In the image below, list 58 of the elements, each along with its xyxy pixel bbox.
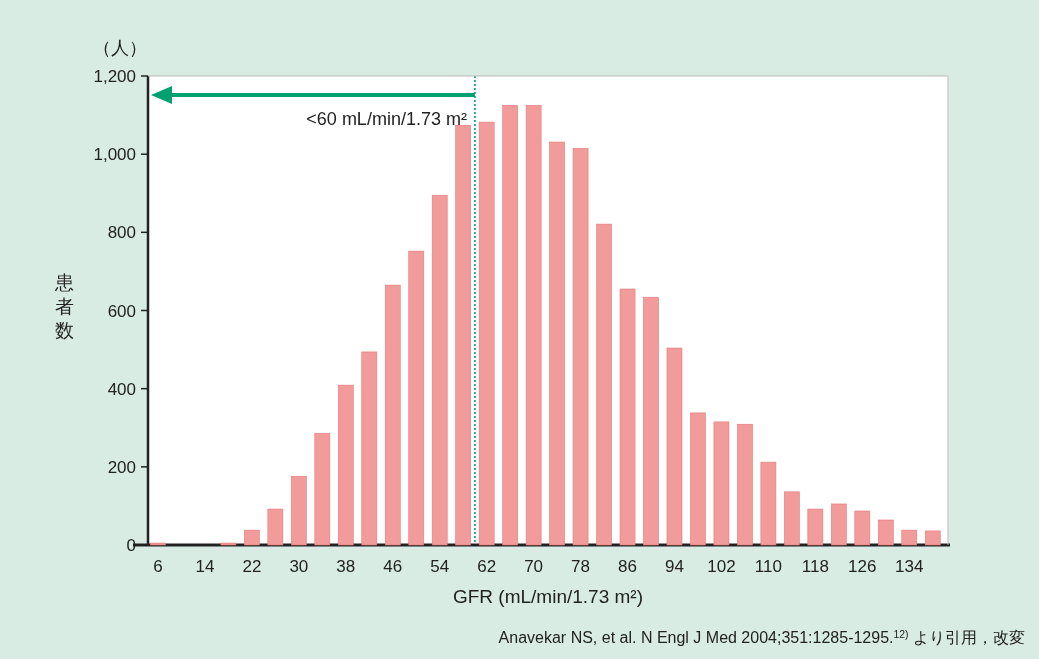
bar [690, 412, 706, 546]
x-tick-label: 6 [153, 557, 163, 576]
bar [572, 148, 589, 546]
bar [431, 194, 448, 546]
bar [737, 423, 753, 546]
bar [619, 288, 636, 546]
x-tick-label: 54 [430, 557, 450, 576]
x-tick-label: 62 [477, 557, 497, 576]
y-tick-label: 400 [107, 379, 136, 399]
bar [596, 223, 612, 546]
bar [525, 105, 542, 546]
x-tick-label: 14 [195, 557, 215, 576]
y-tick-label: 1,000 [93, 145, 136, 165]
x-tick-label: 38 [336, 557, 356, 576]
bar [784, 491, 800, 546]
bar [478, 121, 495, 546]
bar [854, 510, 871, 546]
bar [384, 284, 401, 546]
bar [877, 519, 894, 546]
bar [408, 250, 425, 546]
bar [455, 124, 471, 546]
x-tick-label: 70 [524, 557, 544, 576]
x-tick-label: 102 [707, 557, 736, 576]
bar [361, 351, 378, 546]
x-axis-title: GFR (mL/min/1.73 m²) [452, 586, 644, 607]
bar [924, 530, 941, 546]
x-tick-label: 118 [801, 557, 829, 576]
bar [244, 529, 260, 546]
bar [831, 503, 847, 546]
y-tick-label: 1,200 [93, 67, 136, 86]
bar [643, 296, 659, 546]
bar [291, 475, 307, 546]
bar [267, 508, 284, 546]
x-tick-label: 110 [754, 557, 782, 576]
x-tick-label: 86 [618, 557, 637, 576]
bar [502, 105, 518, 546]
ref-line-label: <60 mL/min/1.73 m² [306, 109, 467, 129]
x-tick-label: 134 [895, 557, 924, 576]
bar [666, 347, 683, 546]
y-tick-label: 200 [107, 457, 136, 477]
y-tick-label: 800 [107, 223, 136, 243]
text: （人） [93, 38, 147, 58]
bar [549, 141, 565, 546]
x-tick-label: 94 [665, 557, 684, 576]
x-tick-label: 46 [383, 557, 403, 576]
y-axis-title: 患者数 [53, 272, 74, 341]
x-tick-label: 22 [242, 557, 262, 576]
bar [337, 384, 354, 546]
bar [807, 508, 824, 546]
y-tick-label: 600 [107, 301, 136, 321]
bar [713, 421, 730, 546]
bar [901, 529, 918, 546]
bar [760, 461, 777, 546]
x-tick-label: 30 [289, 557, 309, 576]
text: Anavekar NS, et al. N Engl J Med 2004;351:1285-1295.$^{12)}$ より引用，改変 [498, 628, 1025, 646]
x-tick-label: 126 [848, 557, 877, 576]
bar [314, 432, 331, 546]
x-tick-label: 78 [571, 557, 591, 576]
